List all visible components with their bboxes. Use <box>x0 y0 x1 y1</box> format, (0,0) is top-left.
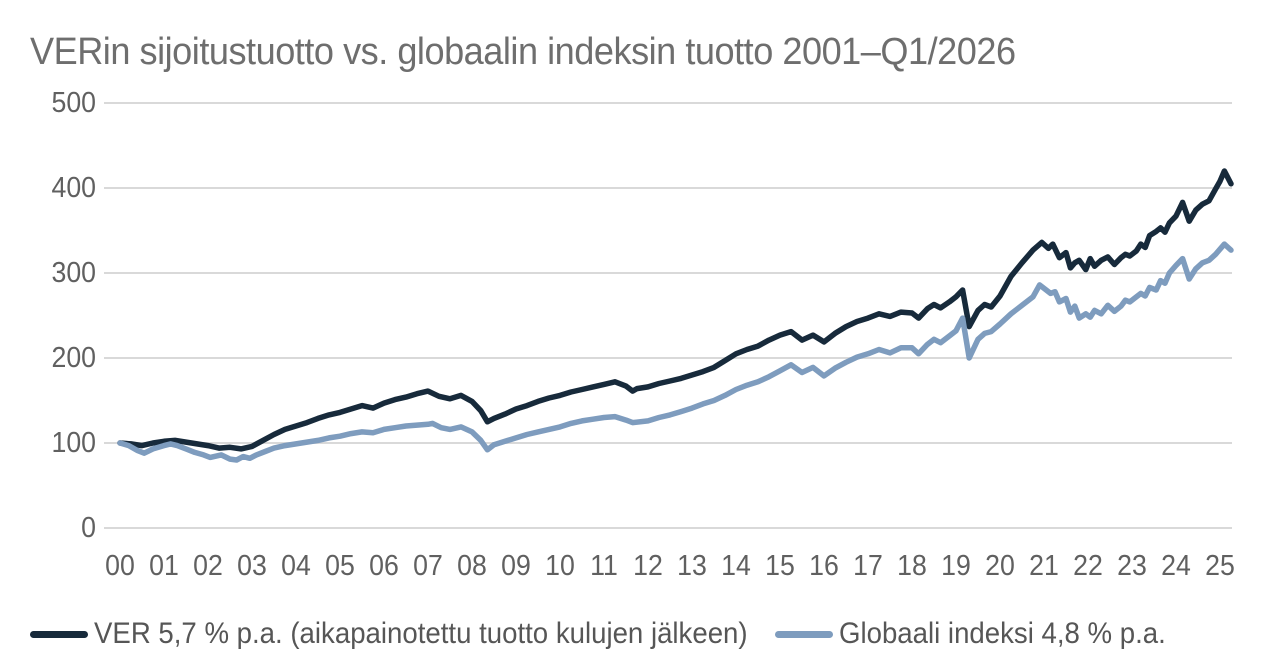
x-tick-17: 17 <box>853 550 883 582</box>
ver-line-swatch <box>30 630 88 638</box>
x-tick-23: 23 <box>1117 550 1147 582</box>
x-tick-00: 00 <box>105 550 135 582</box>
x-tick-20: 20 <box>985 550 1015 582</box>
plot-area: 0 100 200 300 400 500 00 01 02 03 04 05 06 07 08 09 10 1… <box>51 87 1235 582</box>
chart-legend: VER 5,7 % p.a. (aikapainotettu tuotto ku… <box>0 610 1288 658</box>
x-tick-02: 02 <box>193 550 223 582</box>
legend-label-ver: VER 5,7 % p.a. (aikapainotettu tuotto ku… <box>94 617 748 650</box>
legend-item-global: Globaali indeksi 4,8 % p.a. <box>775 610 1194 658</box>
x-tick-19: 19 <box>941 550 971 582</box>
x-tick-18: 18 <box>897 550 927 582</box>
x-tick-15: 15 <box>765 550 795 582</box>
x-tick-09: 09 <box>501 550 531 582</box>
global-index-series-line <box>117 241 1234 463</box>
y-tick-0: 0 <box>81 512 96 544</box>
x-tick-11: 11 <box>590 550 618 582</box>
line-chart-canvas <box>104 102 1234 529</box>
x-tick-10: 10 <box>545 550 575 582</box>
x-tick-21: 21 <box>1029 550 1059 582</box>
x-tick-16: 16 <box>809 550 839 582</box>
x-tick-12: 12 <box>633 550 663 582</box>
legend-item-ver: VER 5,7 % p.a. (aikapainotettu tuotto ku… <box>30 610 804 658</box>
ver-series-line <box>117 168 1234 452</box>
x-tick-13: 13 <box>677 550 707 582</box>
x-tick-05: 05 <box>325 550 355 582</box>
x-tick-14: 14 <box>721 550 751 582</box>
y-tick-400: 400 <box>51 172 96 204</box>
x-tick-06: 06 <box>369 550 399 582</box>
x-tick-08: 08 <box>457 550 487 582</box>
x-tick-01: 01 <box>149 550 179 582</box>
x-tick-24: 24 <box>1161 550 1191 582</box>
y-tick-100: 100 <box>51 427 96 459</box>
x-tick-04: 04 <box>281 550 311 582</box>
chart-title: VERin sijoitustuotto vs. globaalin indek… <box>30 31 1016 73</box>
y-tick-200: 200 <box>51 342 96 374</box>
y-tick-300: 300 <box>51 257 96 289</box>
x-tick-22: 22 <box>1073 550 1103 582</box>
x-tick-03: 03 <box>237 550 267 582</box>
y-tick-500: 500 <box>51 87 96 119</box>
x-tick-25: 25 <box>1205 550 1235 582</box>
x-tick-07: 07 <box>413 550 443 582</box>
legend-label-global: Globaali indeksi 4,8 % p.a. <box>839 617 1166 650</box>
global-line-swatch <box>775 630 833 638</box>
